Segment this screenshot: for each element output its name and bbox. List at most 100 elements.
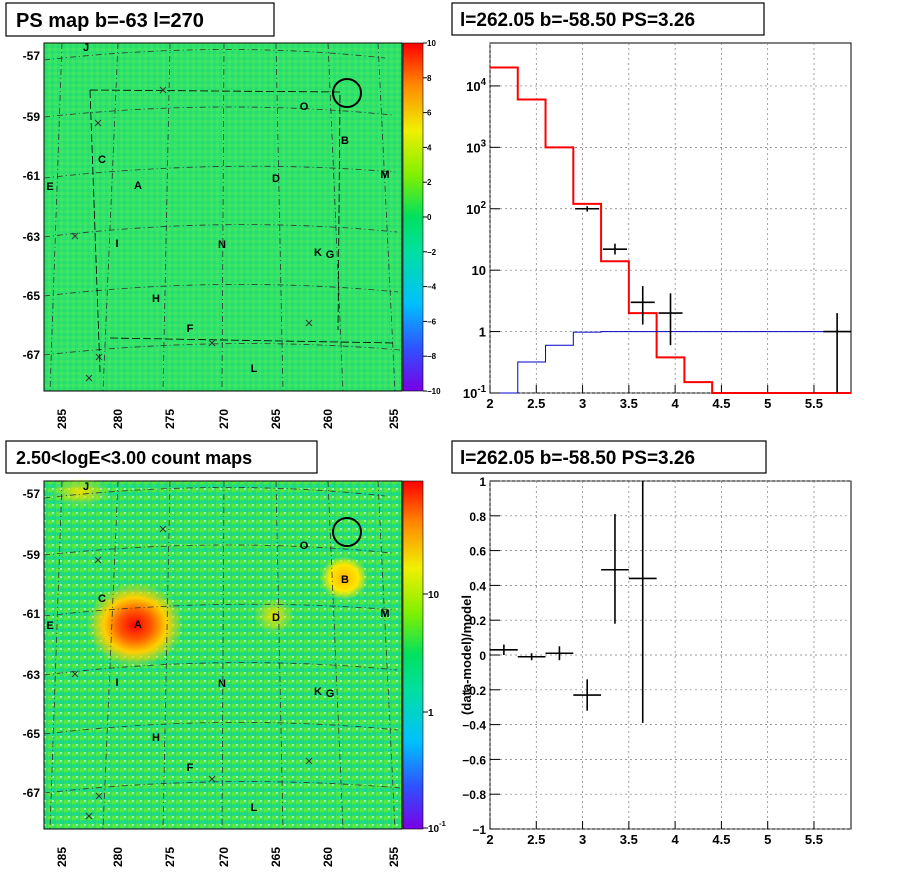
residual-point [490, 644, 518, 655]
ps-map-source-circle [332, 78, 362, 108]
x-tick-label: 2.5 [527, 396, 545, 411]
source-label-F: F [187, 323, 194, 335]
residual-point [628, 481, 657, 723]
x-tick-label: 2.5 [527, 832, 545, 847]
source-label-A: A [134, 619, 142, 631]
colorbar-tick-label: −8 [427, 352, 437, 361]
source-label-O: O [300, 101, 309, 113]
y-tick-label: 0 [479, 649, 486, 663]
count-map-source-D [254, 598, 294, 634]
source-label-F: F [187, 762, 194, 774]
colorbar-tick-label: 8 [427, 74, 432, 83]
source-label-D: D [272, 173, 280, 185]
colorbar-tick-label: 4 [427, 143, 432, 152]
ps-map-colorbar [402, 42, 424, 392]
source-label-H: H [152, 293, 160, 305]
residual-title: l=262.05 b=-58.50 PS=3.26 [460, 448, 695, 469]
source-label-J: J [83, 42, 89, 54]
residual-title-box [451, 440, 767, 474]
source-label-G: G [326, 249, 335, 261]
source-label-C: C [98, 593, 106, 605]
map-y-tick-label: -57 [23, 49, 41, 63]
map-y-tick-label: -67 [23, 786, 41, 800]
count-map-title-box [5, 440, 318, 474]
residual-points [490, 481, 657, 723]
map-y-tick-label: -67 [23, 348, 41, 362]
x-tick-label: 3.5 [620, 832, 638, 847]
source-label-O: O [300, 540, 309, 552]
x-tick-label: 5.5 [805, 396, 823, 411]
map-x-tick-label: 265 [269, 847, 283, 867]
spectrum-series [490, 66, 851, 394]
map-x-tick-label: 255 [387, 847, 401, 867]
map-y-tick-label: -63 [23, 230, 41, 244]
source-label-E: E [46, 181, 53, 193]
data-point [823, 313, 851, 393]
y-tick-label: 10 [472, 263, 486, 278]
ps-map-roi-outline [89, 89, 396, 373]
residual-point [601, 514, 629, 624]
x-tick-label: 3.5 [620, 396, 638, 411]
colorbar-tick-label: 10 [428, 590, 440, 601]
residual-point [573, 679, 602, 711]
map-x-tick-label: 265 [269, 409, 283, 429]
ps-map-title: PS map b=-63 l=270 [16, 10, 204, 32]
residual-y-ticks: 1 0.8 0.6 0.4 0.2 0 −0.2 −0.4 −0.6 −0.8 −1 [462, 475, 500, 837]
y-tick-label: −0.4 [462, 719, 486, 733]
map-x-tick-label: 280 [111, 847, 125, 867]
map-y-tick-label: -65 [23, 289, 41, 303]
source-label-N: N [218, 678, 226, 690]
source-label-M: M [380, 608, 389, 620]
x-tick-label: 4.5 [712, 396, 730, 411]
x-tick-label: 5 [764, 832, 771, 847]
x-tick-label: 4.5 [712, 832, 730, 847]
ps-map-crosses [71, 86, 313, 382]
map-x-tick-label: 255 [387, 409, 401, 429]
colorbar-tick-label: −2 [427, 248, 437, 257]
source-label-K: K [314, 247, 322, 259]
ps-map-graticule [43, 42, 401, 392]
y-tick-label: 10-1 [463, 384, 487, 401]
ps-map-title-box [5, 2, 275, 37]
ps-map-y-ticks: -57 -59 -61 -63 -65 -67 [23, 49, 41, 362]
model-total-step-line [490, 66, 851, 394]
source-label-C: C [98, 154, 106, 166]
y-tick-label: 1 [479, 475, 486, 489]
count-map-labels: J O B C E A D M I N K G H F L [46, 481, 389, 814]
count-map-x-ticks: 285 280 275 270 265 260 255 [55, 847, 401, 867]
source-label-I: I [115, 677, 118, 689]
x-tick-label: 2 [486, 396, 493, 411]
data-point [658, 293, 683, 346]
map-y-tick-label: -57 [23, 487, 41, 501]
spectrum-x-ticks: 2 2.5 3 3.5 4 4.5 5 5.5 [486, 385, 823, 411]
spectrum-title: l=262.05 b=-58.50 PS=3.26 [460, 10, 695, 31]
residual-panel: l=262.05 b=-58.50 PS=3.26 2 2.5 3 3.5 4 4.5 5 5… [451, 440, 852, 847]
source-label-L: L [251, 802, 258, 814]
map-x-tick-label: 275 [163, 847, 177, 867]
y-tick-label: −0.2 [462, 684, 486, 698]
x-tick-label: 5.5 [805, 832, 823, 847]
source-label-A: A [134, 180, 142, 192]
source-label-D: D [272, 612, 280, 624]
residual-point [517, 653, 546, 661]
colorbar-tick-label: −10 [427, 387, 441, 396]
map-y-tick-label: -63 [23, 668, 41, 682]
count-map-source-J [50, 478, 110, 506]
residual-x-ticks: 2 2.5 3 3.5 4 4.5 5 5.5 [486, 821, 823, 847]
source-label-K: K [314, 686, 322, 698]
y-tick-label: 0.4 [469, 579, 486, 593]
map-x-tick-label: 285 [55, 409, 69, 429]
x-tick-label: 4 [672, 832, 680, 847]
colorbar-tick-label: 2 [427, 178, 432, 187]
ps-map-colorbar-ticks: 10 8 6 4 2 0 −2 −4 −6 −8 −10 [423, 39, 441, 396]
source-label-G: G [326, 688, 335, 700]
x-tick-label: 2 [486, 832, 493, 847]
map-y-tick-label: -61 [23, 169, 41, 183]
x-tick-label: 4 [672, 396, 680, 411]
residual-grid [489, 480, 851, 830]
spectrum-panel: l=262.05 b=-58.50 PS=3.26 2 2.5 3 3.5 4 4.5 5 5… [451, 2, 852, 411]
count-map-graticule [43, 480, 401, 830]
map-y-tick-label: -59 [23, 548, 41, 562]
colorbar-tick-label: −4 [427, 283, 437, 292]
